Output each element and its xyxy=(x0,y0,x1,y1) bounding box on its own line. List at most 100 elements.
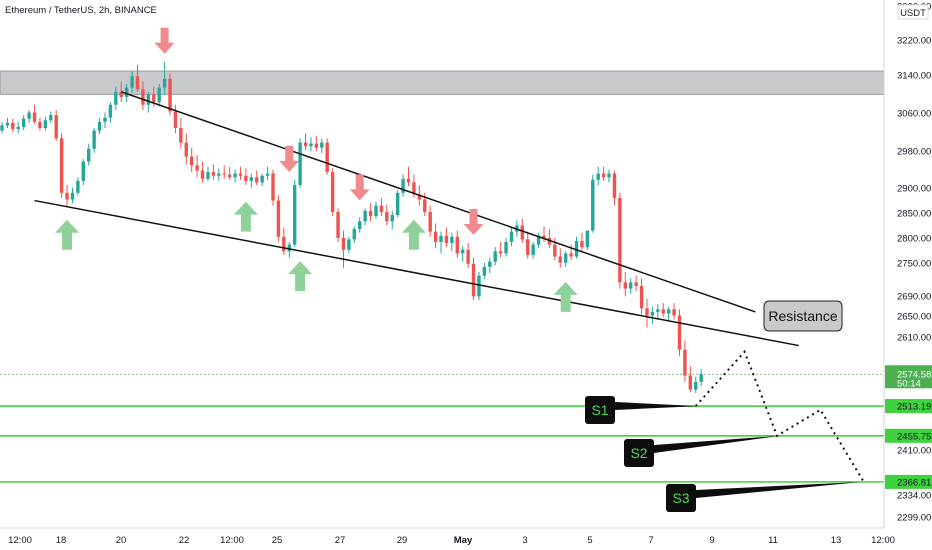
candle-body xyxy=(580,240,584,248)
candle xyxy=(471,257,476,300)
support-price-tag-bg xyxy=(885,399,932,414)
candle xyxy=(358,217,362,233)
support-lines xyxy=(0,405,884,483)
candle-body xyxy=(563,253,568,263)
candle-body xyxy=(103,117,107,122)
candle-body xyxy=(618,197,622,283)
candle xyxy=(683,340,687,382)
candle xyxy=(184,133,188,165)
y-tick-label: 3220.00 xyxy=(897,36,931,47)
candle xyxy=(114,86,118,110)
candle xyxy=(260,173,264,187)
candle xyxy=(504,237,508,257)
y-axis: 3300.003220.003140.003060.002980.002900.… xyxy=(897,2,931,524)
candle-body xyxy=(347,239,351,250)
candle-body xyxy=(59,138,64,193)
candle xyxy=(585,230,590,250)
candle xyxy=(433,223,438,249)
candle xyxy=(227,166,232,180)
candle-body xyxy=(21,118,26,128)
candle-body xyxy=(238,173,243,176)
candle-body xyxy=(444,235,449,244)
candle-body xyxy=(135,76,140,90)
candle xyxy=(135,64,140,92)
candle-body xyxy=(591,179,595,231)
candle xyxy=(477,272,481,300)
candle xyxy=(11,118,15,133)
candle-body xyxy=(672,309,676,316)
label-pointer xyxy=(615,402,698,410)
candle xyxy=(558,248,562,268)
candle-body xyxy=(542,235,546,238)
candle xyxy=(385,204,389,226)
candle xyxy=(314,135,319,152)
candle-body xyxy=(233,173,237,178)
y-tick-label: 2800.00 xyxy=(897,234,931,245)
candle-body xyxy=(325,142,329,173)
candle-body xyxy=(493,251,497,262)
candle xyxy=(336,208,340,242)
candle xyxy=(634,275,638,292)
y-tick-label: 2410.00 xyxy=(897,446,931,457)
x-tick-label: May xyxy=(454,535,473,546)
x-tick-label: 27 xyxy=(335,535,346,546)
candle-body xyxy=(27,112,31,119)
candle-body xyxy=(303,142,308,147)
candle-body xyxy=(298,142,302,186)
candle xyxy=(27,109,31,123)
candle xyxy=(298,138,302,188)
x-tick-label: 20 xyxy=(116,535,127,546)
candle xyxy=(303,133,308,150)
candle-body xyxy=(227,174,232,178)
support-label-box xyxy=(624,439,654,467)
candle xyxy=(179,117,183,149)
y-tick-label: 2650.00 xyxy=(897,312,931,323)
currency-badge[interactable]: USDT xyxy=(897,4,929,20)
candle xyxy=(688,366,693,393)
candle xyxy=(607,169,611,183)
candle xyxy=(16,121,20,134)
candle-body xyxy=(358,221,362,230)
candle-body xyxy=(152,94,156,103)
arrow-up-icon xyxy=(233,201,258,232)
candle-body xyxy=(477,275,481,297)
current-price-value: 2574.58 xyxy=(897,369,931,380)
resistance-label: Resistance xyxy=(768,308,837,324)
support-price-tag-bg xyxy=(885,428,932,443)
arrow-up-icon xyxy=(288,261,313,292)
signal-arrows xyxy=(55,27,578,312)
x-tick-label: 29 xyxy=(397,535,408,546)
chart-symbol: Ethereum / TetherUS, 2h, BINANCE xyxy=(5,5,157,16)
candle xyxy=(482,262,487,280)
candle xyxy=(97,117,102,135)
candle-body xyxy=(0,125,4,131)
candle xyxy=(656,304,660,320)
candle xyxy=(547,229,552,249)
x-tick-label: 13 xyxy=(831,535,842,546)
candle-body xyxy=(406,178,411,183)
candle xyxy=(591,174,595,233)
support-labels: S1 S2 S3 xyxy=(585,396,696,512)
candle xyxy=(444,227,449,248)
arrow-up-icon xyxy=(553,281,578,312)
support-label-box xyxy=(585,396,615,424)
candle-body xyxy=(173,111,178,129)
candle xyxy=(650,306,655,324)
candle-body xyxy=(596,173,600,180)
y-tick-label: 2334.00 xyxy=(897,491,931,502)
candle xyxy=(623,272,627,297)
y-tick-label: 3060.00 xyxy=(897,109,931,120)
candle-body xyxy=(450,236,454,244)
candle xyxy=(390,210,394,230)
candle xyxy=(661,303,665,318)
candle xyxy=(526,231,530,259)
candle-body xyxy=(11,122,15,130)
candle-body xyxy=(352,229,356,240)
candle xyxy=(276,195,281,242)
trendline-lower xyxy=(34,199,799,347)
y-tick-label: 3140.00 xyxy=(897,71,931,82)
candle-body xyxy=(168,78,172,112)
candle-body xyxy=(276,200,281,237)
